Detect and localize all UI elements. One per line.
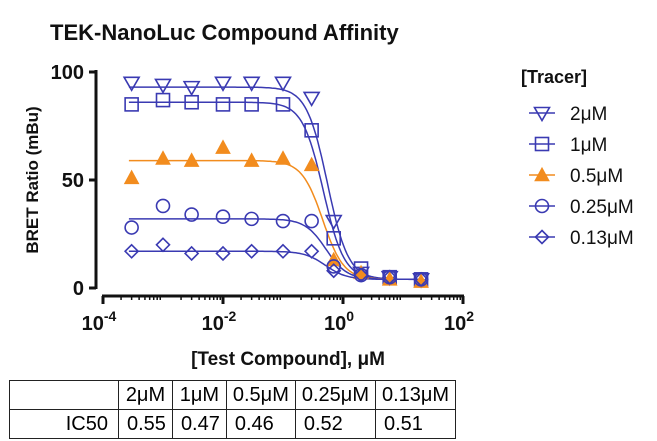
table-cell: 0.55 [118,409,173,439]
data-point [303,243,320,259]
data-point [122,76,141,92]
chart-title: TEK-NanoLuc Compound Affinity [50,20,399,45]
data-point [244,211,259,227]
data-point [304,123,319,138]
table-header-cell: 0.25μM [294,380,376,410]
table-header-cell: 1μM [171,380,227,410]
data-point [183,152,200,167]
table-corner-cell [9,380,119,410]
legend-label: 0.5μM [570,166,623,187]
data-point [353,267,369,283]
data-point [182,80,201,97]
ic50-value-row: IC50 0.55 0.47 0.46 0.52 0.51 [9,409,457,439]
data-point [215,209,231,225]
data-point [413,273,429,288]
data-point [275,97,291,112]
data-point [123,169,140,185]
data-point [275,213,291,229]
legend-label: 1μM [570,135,607,156]
ic50-header-row: 2μM 1μM 0.5μM 0.25μM 0.13μM [9,380,457,410]
data-point [124,220,139,235]
data-point [215,97,231,112]
data-point [183,245,200,262]
table-cell: 0.52 [294,409,376,439]
data-point [215,245,231,262]
legend-marker [534,229,550,245]
legend-marker [534,166,550,182]
x-tick-label: 102 [444,308,474,335]
data-points [122,76,430,289]
legend: 2μM 1μM 0.5μM 0.25μM 0.13μM [529,104,634,249]
data-point [381,271,398,286]
data-point [155,198,171,214]
table-cell: 0.46 [225,409,296,439]
ic50-table: 2μM 1μM 0.5μM 0.25μM 0.13μM IC50 0.55 0.… [9,380,457,439]
x-tick-label: 10-2 [202,308,237,335]
data-point [243,152,260,167]
data-point [382,269,398,285]
table-cell: 0.51 [374,409,457,439]
table-header-cell: 2μM [118,380,173,410]
legend-label: 0.25μM [570,197,634,218]
data-point [123,243,140,259]
legend-title: [Tracer] [521,67,587,87]
data-point [155,237,171,253]
y-tick-label: 50 [62,170,84,192]
data-point [275,243,291,259]
fit-curve [128,250,423,281]
data-point [326,231,342,246]
x-tick-label: 100 [324,308,354,335]
data-point [155,92,171,108]
data-point [155,150,171,165]
fit-curve [128,86,423,281]
x-tick-label: 10-4 [82,308,117,335]
legend-marker [534,136,550,152]
legend-marker [534,198,550,214]
chart: TEK-NanoLuc Compound Affinity BRET Ratio… [23,20,634,370]
data-point [242,76,261,92]
data-point [215,139,231,154]
legend-marker [533,106,551,123]
y-axis-label: BRET Ratio (mBu) [23,106,42,253]
data-point [184,207,199,222]
data-point [275,150,291,165]
data-point [303,156,320,172]
data-point [326,263,342,279]
data-point [184,94,199,110]
table-header-cell: 0.5μM [225,380,296,410]
table-row-label: IC50 [9,409,119,439]
data-point [243,243,260,259]
data-point [324,214,343,231]
fit-curve [128,218,423,281]
data-point [326,259,342,274]
legend-label: 0.13μM [570,228,634,249]
fit-curves [128,86,423,281]
y-tick-label: 100 [51,62,84,84]
data-point [274,76,292,92]
data-point [302,91,321,108]
y-tick-label: 0 [73,278,84,300]
data-point [304,213,319,229]
data-point [244,97,259,112]
x-axis-label: [Test Compound], μM [191,349,385,370]
table-cell: 0.47 [171,409,227,439]
legend-label: 2μM [570,104,607,125]
fit-curve [128,101,423,281]
table-header-cell: 0.13μM [374,380,457,410]
data-point [124,97,139,112]
data-point [154,78,172,95]
data-point [413,271,429,287]
data-point [214,76,232,92]
